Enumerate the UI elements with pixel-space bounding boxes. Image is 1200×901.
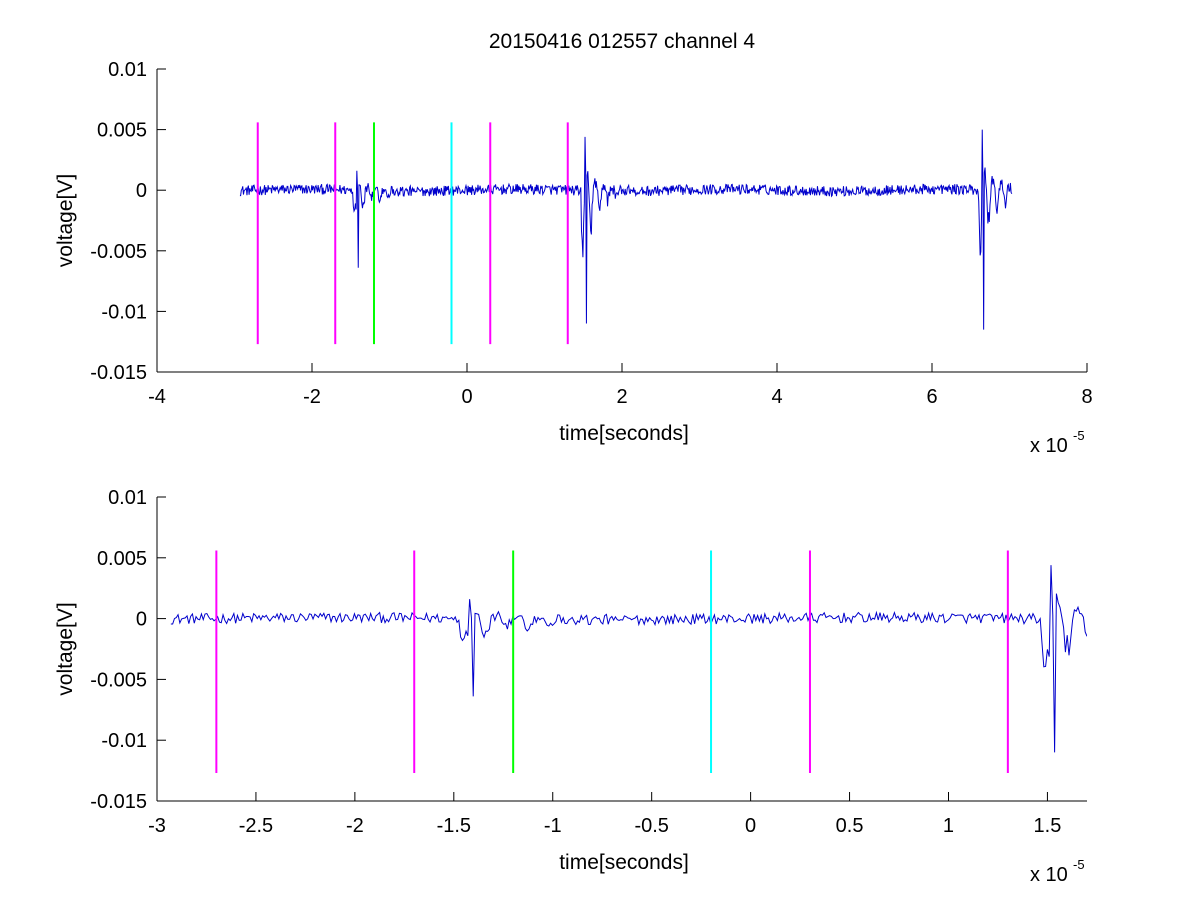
x-tick-label: 1: [943, 815, 954, 837]
y-tick-label: 0.01: [108, 59, 147, 81]
x-axis-label: time[seconds]: [559, 422, 689, 445]
y-tick-label: -0.01: [101, 730, 147, 752]
y-tick-label: -0.005: [90, 669, 147, 691]
x-tick-label: 1.5: [1034, 815, 1062, 837]
x-tick-label: 4: [771, 386, 782, 408]
figure-title: 20150416 012557 channel 4: [489, 30, 756, 53]
y-tick-label: -0.015: [90, 791, 147, 813]
x-tick-label: -1.5: [437, 815, 471, 837]
x-tick-label: 0: [461, 386, 472, 408]
y-tick-label: 0.01: [108, 487, 147, 509]
y-axis-label: voltage[V]: [54, 174, 77, 267]
x-multiplier-label: x 10: [1030, 864, 1068, 886]
x-tick-label: -2.5: [239, 815, 273, 837]
x-tick-label: 0.5: [836, 815, 864, 837]
top-plot: -4 -2 0 2 4 6 8 -0.015 -0.01 -0.005 0 0.005 0.01 time…: [54, 59, 1093, 457]
x-tick-label: -0.5: [634, 815, 668, 837]
y-tick-label: 0: [136, 609, 147, 631]
x-multiplier-label: x 10: [1030, 435, 1068, 457]
x-tick-label: -3: [148, 815, 166, 837]
y-tick-label: -0.015: [90, 362, 147, 384]
y-tick-label: 0: [136, 180, 147, 202]
x-tick-label: -4: [148, 386, 166, 408]
y-tick-label: -0.005: [90, 241, 147, 263]
y-axis-label: voltage[V]: [54, 602, 77, 695]
y-tick-label: -0.01: [101, 301, 147, 323]
x-axis-label: time[seconds]: [559, 851, 689, 874]
y-tick-label: 0.005: [97, 548, 147, 570]
x-tick-label: 0: [745, 815, 756, 837]
bottom-plot: -3 -2.5 -2 -1.5 -1 -0.5 0 0.5 1 1.5 -0.015 -0.01 -0.…: [54, 487, 1087, 886]
x-multiplier-exponent: -5: [1073, 428, 1085, 443]
signal-trace: [170, 565, 1087, 753]
x-tick-label: -1: [544, 815, 562, 837]
signal-trace: [239, 129, 1013, 330]
x-multiplier-exponent: -5: [1073, 857, 1085, 872]
y-tick-label: 0.005: [97, 120, 147, 142]
x-tick-label: 6: [926, 386, 937, 408]
x-tick-label: 8: [1081, 386, 1092, 408]
x-tick-label: -2: [303, 386, 321, 408]
x-tick-label: 2: [616, 386, 627, 408]
x-tick-label: -2: [346, 815, 364, 837]
